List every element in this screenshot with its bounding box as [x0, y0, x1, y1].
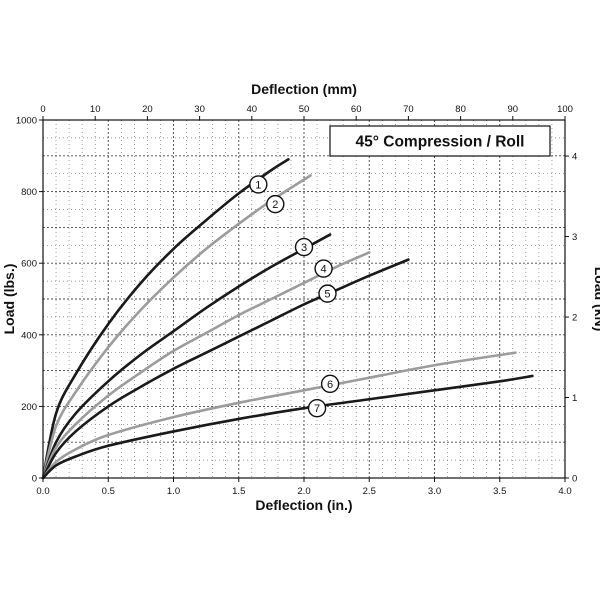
x-tick-label: 0.0	[36, 486, 49, 497]
axis-ticks: 0.0 0.5 1.0 1.5 2.0 2.5 3.0 3.5 4.00 10 20 30 40 50 60…	[16, 104, 577, 497]
series-5-line	[41, 258, 410, 480]
curve-marker-6	[320, 374, 340, 394]
x2-axis-title: Deflection (mm)	[251, 81, 357, 97]
x2-tick-label: 10	[90, 104, 101, 115]
x-tick-label: 3.5	[493, 486, 506, 497]
x2-tick-label: 50	[299, 104, 310, 115]
curve-marker-2	[266, 194, 285, 214]
x2-tick-label: 90	[508, 104, 519, 115]
x2-tick-label: 70	[403, 104, 414, 115]
curve-marker-1	[249, 175, 268, 194]
curve-marker-5	[318, 284, 337, 303]
series-3-line	[41, 233, 332, 480]
x2-tick-label: 20	[142, 104, 153, 115]
y2-axis-title: Load (kN)	[592, 267, 600, 332]
x2-tick-label: 30	[194, 104, 205, 115]
x-tick-label: 1.5	[232, 486, 245, 497]
x2-tick-label: 60	[351, 104, 362, 115]
y-tick-label: 200	[21, 402, 37, 413]
series-lines	[41, 158, 534, 480]
curve-marker-label: 1	[255, 179, 261, 191]
x2-tick-label: 80	[455, 104, 466, 115]
curve-marker-7	[307, 398, 327, 418]
title-box-frame	[329, 125, 551, 157]
y-tick-label: 600	[21, 259, 37, 270]
y2-tick-label: 2	[572, 313, 577, 324]
curve-marker-4	[314, 259, 333, 278]
y2-tick-label: 0	[572, 474, 577, 485]
curve-markers: 12 3 4 5 67	[249, 175, 340, 418]
x-tick-label: 3.0	[428, 486, 441, 497]
series-6-line	[41, 351, 517, 480]
y-tick-label: 1000	[16, 116, 37, 127]
curve-marker-label: 6	[327, 379, 333, 391]
y-axis-title: Load (lbs.)	[1, 264, 17, 335]
series-4-line	[41, 251, 371, 480]
x-tick-label: 0.5	[102, 486, 115, 497]
y-tick-label: 400	[21, 330, 37, 341]
x-tick-label: 4.0	[558, 486, 571, 497]
x2-tick-label: 40	[247, 104, 258, 115]
x-axis-title: Deflection (in.)	[255, 497, 352, 513]
curve-marker-label: 2	[272, 199, 278, 211]
y-tick-label: 0	[32, 474, 37, 485]
x2-tick-label: 0	[40, 104, 45, 115]
y-tick-label: 800	[21, 187, 37, 198]
x2-tick-label: 100	[557, 104, 573, 115]
curve-marker-label: 5	[324, 289, 330, 301]
x-tick-label: 2.5	[363, 486, 376, 497]
chart-title: 45° Compression / Roll	[356, 134, 525, 151]
curve-marker-label: 4	[321, 264, 327, 276]
y2-tick-label: 1	[572, 393, 577, 404]
curve-marker-label: 3	[301, 242, 307, 254]
series-7-line	[41, 374, 534, 480]
curve-marker-label: 7	[314, 403, 320, 415]
curve-marker-3	[294, 237, 314, 257]
x-tick-label: 2.0	[297, 486, 310, 497]
y2-tick-label: 4	[572, 152, 577, 163]
y2-tick-label: 3	[572, 232, 577, 243]
series-2-line	[41, 174, 312, 480]
title-box: 45° Compression / Roll	[329, 125, 551, 157]
x-tick-label: 1.0	[167, 486, 180, 497]
